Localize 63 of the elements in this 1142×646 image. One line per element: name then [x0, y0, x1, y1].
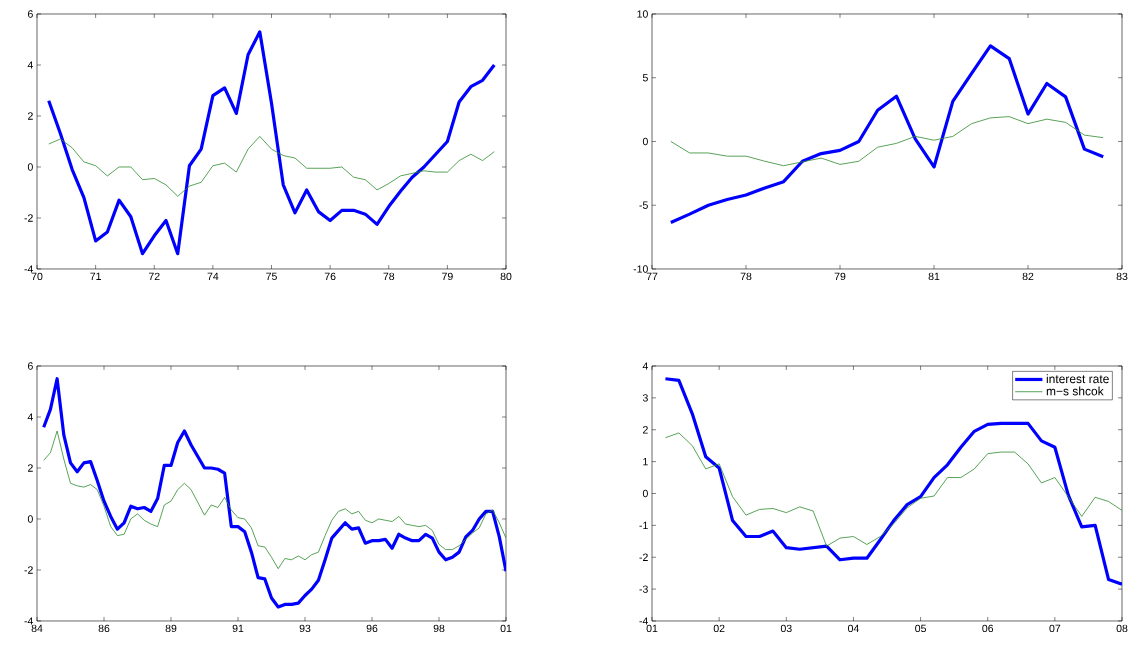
y-tick-label: 4: [27, 61, 33, 69]
x-tick-label: 01: [500, 624, 512, 633]
y-tick-label: -4: [639, 617, 649, 625]
x-tick-label: 77: [646, 272, 658, 280]
x-tick-label: 76: [324, 272, 336, 281]
y-tick-label: 0: [642, 137, 648, 146]
x-tick-label: 83: [1116, 272, 1128, 281]
y-tick-label: -5: [639, 201, 648, 209]
x-tick-label: 82: [1022, 272, 1034, 281]
y-tick-label: -2: [639, 553, 648, 561]
y-tick-label: -10: [633, 265, 648, 273]
x-tick-label: 04: [848, 624, 859, 633]
x-tick-label: 07: [1049, 624, 1061, 633]
y-tick-label: 5: [642, 74, 648, 82]
x-tick-label: 06: [982, 624, 994, 633]
x-tick-label: 84: [31, 624, 43, 633]
x-tick-label: 71: [90, 272, 101, 280]
y-tick-label: 0: [642, 489, 648, 498]
y-tick-label: -2: [24, 214, 33, 222]
x-tick-label: 79: [442, 272, 453, 281]
y-tick-label: 2: [28, 112, 33, 120]
line-series: [665, 432, 1123, 547]
line-series: [669, 44, 1105, 225]
y-tick-label: 0: [27, 163, 33, 171]
x-tick-label: 79: [834, 272, 846, 281]
x-tick-label: 96: [366, 624, 378, 633]
x-tick-label: 81: [928, 272, 940, 281]
y-tick-label: -1: [639, 521, 648, 529]
x-tick-label: 05: [915, 624, 926, 633]
y-tick-label: -2: [24, 566, 33, 574]
y-tick-label: 4: [27, 413, 33, 421]
x-tick-label: 80: [500, 272, 512, 281]
y-tick-label: 2: [28, 464, 33, 472]
y-tick-label: 1: [643, 458, 648, 466]
y-tick-label: 6: [28, 10, 33, 18]
y-tick-label: 6: [28, 362, 33, 370]
x-tick-label: 78: [383, 272, 395, 281]
x-tick-label: 03: [780, 624, 792, 633]
x-tick-label: 75: [266, 272, 277, 281]
x-tick-label: 02: [713, 624, 725, 633]
x-tick-label: 72: [148, 272, 160, 281]
x-tick-label: 98: [433, 624, 445, 633]
y-tick-label: 4: [642, 362, 649, 370]
x-tick-label: 89: [165, 624, 177, 633]
y-tick-label: -4: [24, 617, 33, 625]
x-tick-label: 93: [299, 624, 311, 633]
x-tick-label: 70: [31, 272, 43, 281]
line-series: [47, 30, 496, 256]
legend-label: interest rate: [1046, 374, 1109, 384]
x-tick-label: 86: [98, 624, 110, 633]
x-tick-label: 91: [232, 624, 244, 633]
x-tick-label: 08: [1116, 624, 1128, 633]
x-tick-label: 78: [740, 272, 752, 281]
x-tick-label: 01: [646, 624, 658, 633]
y-tick-label: -3: [639, 585, 648, 593]
y-tick-label: 3: [642, 394, 648, 402]
legend-label: m−s shcok: [1046, 386, 1104, 396]
y-tick-label: 10: [637, 10, 648, 18]
line-series: [670, 116, 1104, 167]
x-tick-label: 74: [207, 272, 219, 280]
y-tick-label: -4: [24, 265, 33, 273]
y-tick-label: 2: [643, 426, 648, 434]
y-tick-label: 0: [27, 515, 33, 523]
